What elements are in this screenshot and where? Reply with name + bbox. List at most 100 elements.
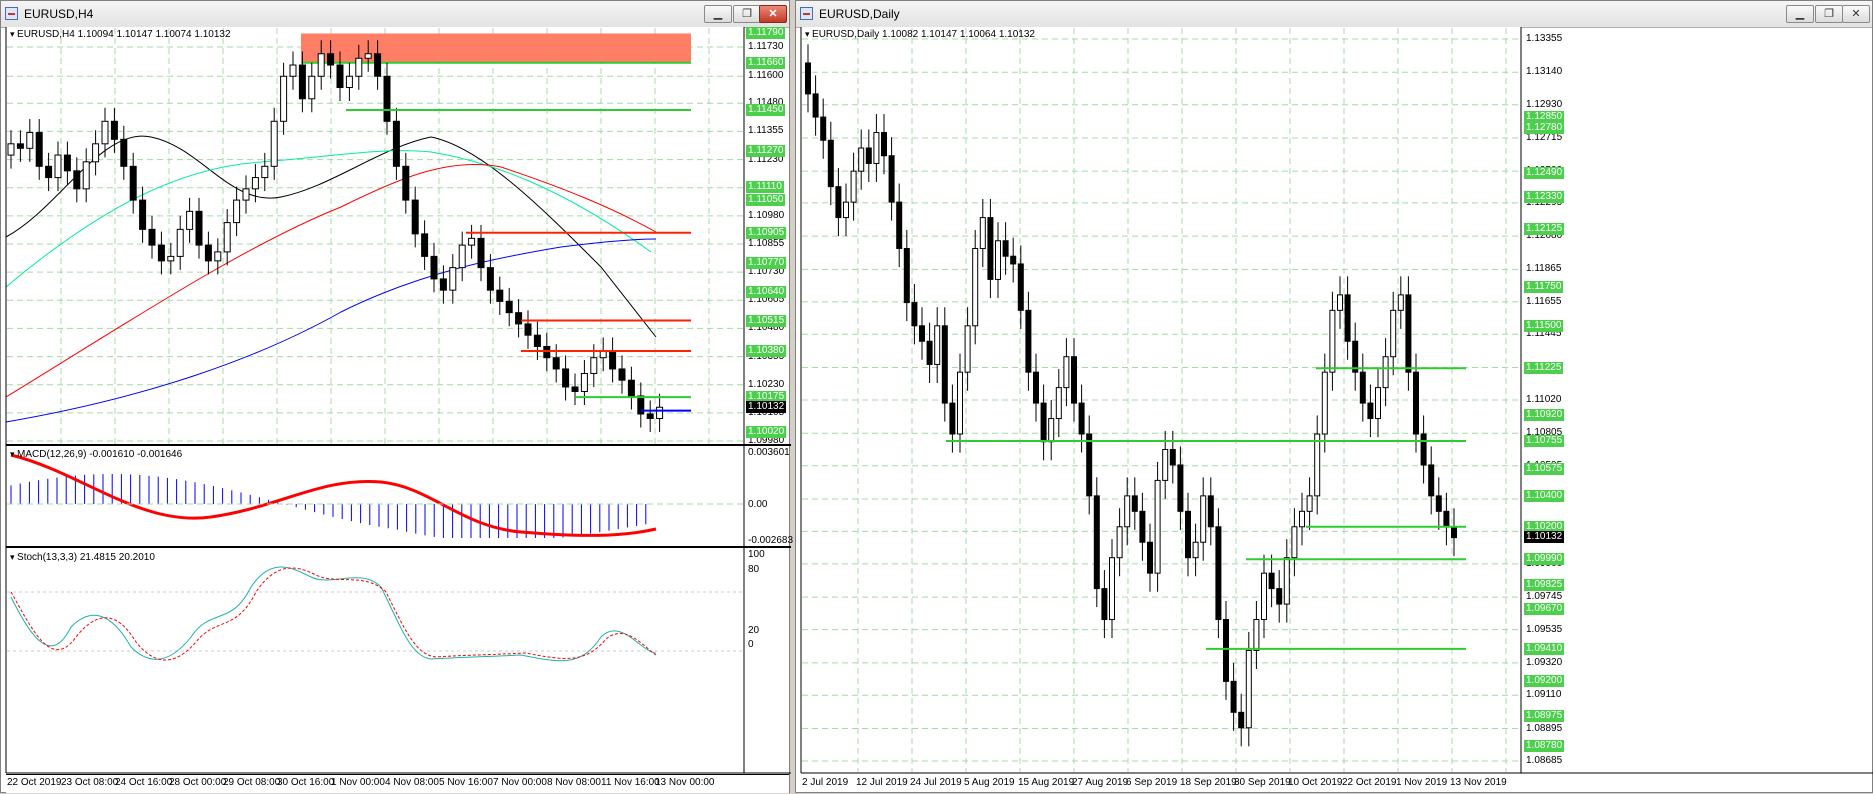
candle-body [656,406,664,419]
candle-body [402,165,410,201]
close-icon: ✕ [768,8,778,20]
time-label: 2 Jul 2019 [802,777,849,788]
price-tick: 1.11655 [1526,295,1562,307]
candle-body [1283,557,1290,605]
minimize-button[interactable]: ▁ [1786,5,1814,23]
price-tick: 1.11020 [1526,394,1562,405]
candle-body [120,138,128,167]
candle-body [242,188,250,201]
candle-body [496,289,504,302]
h4-titlebar[interactable]: EURUSD,H4 ▁ ❐ ✕ [1,1,789,28]
level-tag: 1.09670 [1524,602,1565,615]
candle-body [73,170,81,190]
h4-chart-window[interactable]: EURUSD,H4 ▁ ❐ ✕ EURUSD,H4 1.10094 1.1014… [0,0,794,794]
candle-body [280,75,288,122]
candle-body [1139,510,1146,543]
level-tag: 1.11500 [1524,319,1564,332]
candle-body [1025,309,1032,373]
close-button[interactable]: ✕ [1842,5,1870,23]
price-tick: 1.11230 [748,153,784,165]
candle-body [167,255,175,262]
candle-body [1253,619,1260,651]
level-tag: 1.10770 [746,257,787,270]
level-tag: 1.11225 [1524,362,1564,375]
daily-header: EURUSD,Daily 1.10082 1.10147 1.10064 1.1… [805,29,1035,40]
price-tick: 1.10605 [748,294,785,306]
daily-titlebar[interactable]: EURUSD,Daily ▁ ❐ ✕ [796,1,1872,28]
time-label: 24 Oct 16:00 [115,777,173,788]
price-tick: 1.12930 [1526,98,1563,110]
chart-window-icon [800,7,813,20]
candle-body [26,132,34,149]
candle-body [468,237,476,246]
candle-body [646,413,654,419]
candle-body [911,302,918,327]
level-tag: 1.11750 [1524,281,1564,294]
window-title: EURUSD,Daily [819,7,900,21]
candle-body [16,143,24,149]
sma-teal [5,150,652,288]
candle-body [1207,495,1214,528]
level-tag: 1.10905 [746,226,787,239]
candle-body [1040,402,1047,443]
candle-body [926,340,933,365]
candle-body [1055,387,1062,420]
level-tag: 1.11110 [746,180,784,193]
candle-body [477,237,485,269]
level-tag: 1.12125 [1524,223,1565,236]
price-tick: 1.09745 [1526,591,1563,603]
sma-blue [5,238,657,423]
candle-body [1063,356,1070,389]
time-label: 30 Oct 16:00 [277,777,335,788]
candle-body [1299,510,1305,528]
daily-price-chart[interactable] [796,27,1873,794]
price-tick: 1.09110 [1526,689,1562,701]
price-tick: 1.10805 [1526,427,1563,439]
h4-price-chart[interactable] [1,27,791,794]
candle-body [1131,495,1138,512]
minimize-button[interactable]: ▁ [704,5,732,23]
time-label: 6 Sep 2019 [1126,777,1178,788]
time-label: 1 Nov 2019 [1396,777,1448,788]
time-label: 15 Aug 2019 [1018,777,1075,788]
candle-body [289,64,297,77]
candle-body [458,244,466,269]
current-price-tag: 1.10132 [1524,531,1565,544]
close-button[interactable]: ✕ [759,5,787,23]
maximize-button[interactable]: ❐ [1815,5,1843,23]
candle-body [1443,510,1450,528]
candle-body [873,132,880,164]
macd-tick-bottom: -0.002683 [748,535,794,546]
maximize-icon: ❐ [742,8,752,20]
candle-body [129,165,137,201]
time-label: 27 Aug 2019 [1072,777,1129,788]
candle-body [1291,526,1298,559]
candle-body [903,247,910,304]
time-label: 13 Nov 00:00 [655,777,715,788]
level-tag: 1.10380 [746,344,787,357]
candle-body [35,132,43,167]
price-tick: 1.13140 [1526,66,1563,78]
candle-body [195,210,203,246]
candle-body [1268,572,1275,590]
level-tag: 1.09825 [1524,578,1565,591]
maximize-button[interactable]: ❐ [733,5,761,23]
candle-body [139,199,147,230]
candle-body [1390,309,1397,358]
candle-body [298,64,306,100]
level-tag: 1.08975 [1524,710,1565,723]
sma-red [5,163,657,398]
window-title: EURUSD,H4 [24,7,94,21]
candle-body [1185,510,1191,559]
daily-chart-window[interactable]: EURUSD,Daily ▁ ❐ ✕ EURUSD,Daily 1.10082 … [795,0,1873,793]
candle-body [1375,387,1381,420]
level-tag: 1.11450 [746,104,786,117]
candle-body [1306,495,1313,512]
candle-body [949,402,956,435]
level-tag: 1.10175 [746,391,787,404]
candle-body [1215,526,1222,621]
candle-body [45,165,53,179]
candle-body [1017,263,1024,311]
stoch-header: Stoch(13,3,3) 21.4815 20.2010 [10,552,155,563]
candle-body [1238,711,1245,729]
